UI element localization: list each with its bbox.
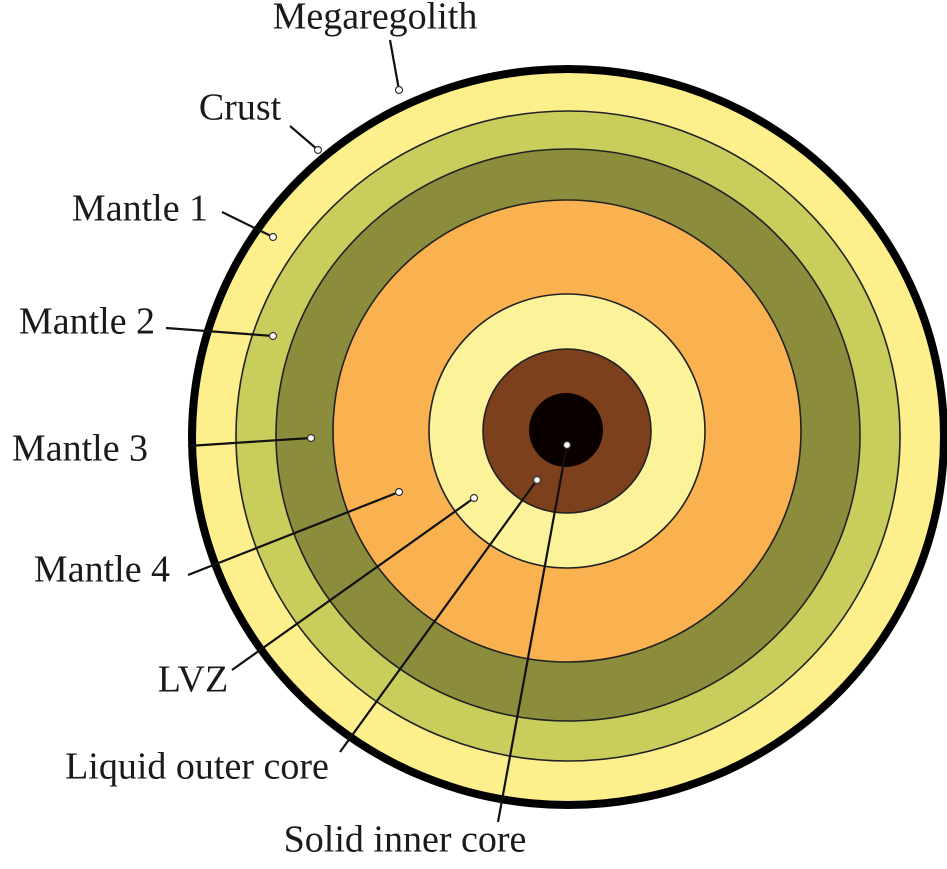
point [394,85,404,95]
labels: Megaregolith Crust Mantle 1 Mantle 2 Man… [12,0,526,861]
leader-line [339,479,538,753]
leader-line [289,125,319,151]
point [394,487,404,497]
layer-label: Mantle 3 [12,428,148,470]
layer-label: LVZ [158,659,228,701]
layer-label: Mantle 1 [72,188,208,230]
layer-label: Crust [199,87,282,129]
point [268,232,278,242]
point [306,433,316,443]
point [532,475,542,485]
layer-label: Liquid outer core [65,746,329,788]
point [469,493,479,503]
layer-label: Mantle 2 [19,301,155,343]
layer-label: Solid inner core [284,819,527,861]
leader-line [231,497,475,671]
point [313,145,323,155]
layers [188,65,947,809]
leader-lines [165,39,569,823]
leader-line [388,39,401,91]
layer-label: Mantle 4 [34,549,170,591]
point [268,331,278,341]
inner-core-layer [529,393,603,467]
leader-line [221,211,274,238]
layer-label: Megaregolith [273,0,478,38]
point [562,440,572,450]
points [268,85,572,503]
leader-line [165,326,274,338]
leader-line [496,444,569,823]
leader-line [187,490,400,577]
leader-line [187,436,312,448]
